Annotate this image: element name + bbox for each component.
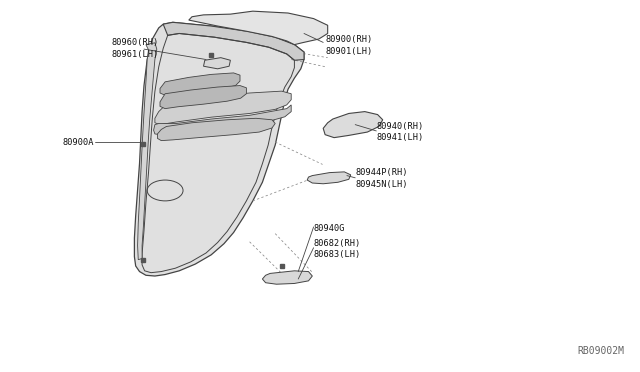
Text: RB09002M: RB09002M [577,346,624,356]
Polygon shape [134,22,304,276]
Text: 80940G: 80940G [314,224,345,233]
Polygon shape [323,112,383,138]
Polygon shape [160,73,240,95]
Polygon shape [160,86,246,109]
Polygon shape [262,271,312,284]
Text: 80682(RH)
80683(LH): 80682(RH) 80683(LH) [314,239,361,259]
Polygon shape [155,91,291,125]
Polygon shape [157,118,275,141]
Polygon shape [204,58,230,69]
Text: 80960(RH)
80961(LH): 80960(RH) 80961(LH) [112,38,159,58]
Polygon shape [189,11,328,45]
Polygon shape [138,43,157,260]
Text: 80944P(RH)
80945N(LH): 80944P(RH) 80945N(LH) [355,169,408,189]
Polygon shape [163,22,304,60]
Text: 80900A: 80900A [63,138,94,147]
Polygon shape [154,105,291,135]
Text: 80940(RH)
80941(LH): 80940(RH) 80941(LH) [376,122,424,142]
Polygon shape [307,172,351,184]
Text: 80900(RH)
80901(LH): 80900(RH) 80901(LH) [325,35,372,55]
